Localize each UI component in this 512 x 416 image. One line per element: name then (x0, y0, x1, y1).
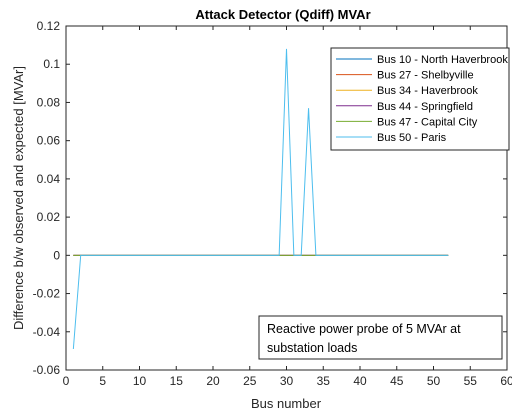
x-tick-label: 55 (464, 374, 478, 388)
series-line-6 (72, 48, 449, 350)
y-tick-label: 0.12 (37, 19, 61, 33)
y-tick-label: 0 (53, 248, 60, 262)
y-tick-label: -0.06 (33, 363, 61, 377)
annotation-line-1: Reactive power probe of 5 MVAr at (267, 322, 461, 336)
y-tick-label: 0.02 (37, 210, 61, 224)
y-tick-label: 0.08 (37, 95, 61, 109)
x-tick-label: 50 (427, 374, 441, 388)
x-tick-label: 5 (99, 374, 106, 388)
annotation-box: Reactive power probe of 5 MVAr at substa… (258, 315, 503, 360)
legend-label: Bus 44 - Springfield (377, 101, 473, 113)
legend-label: Bus 27 - Shelbyville (377, 70, 474, 82)
annotation-line-2: substation loads (267, 341, 357, 355)
legend-label: Bus 47 - Capital City (377, 116, 478, 128)
y-tick-label: -0.04 (33, 325, 61, 339)
x-tick-label: 40 (353, 374, 367, 388)
legend-label: Bus 34 - Haverbrook (377, 85, 478, 97)
x-tick-label: 15 (170, 374, 184, 388)
x-tick-label: 60 (500, 374, 512, 388)
x-tick-label: 30 (280, 374, 294, 388)
y-tick-label: 0.1 (43, 57, 60, 71)
legend-label: Bus 50 - Paris (377, 132, 447, 144)
annotation-frame (258, 315, 503, 360)
y-tick-label: 0.06 (37, 134, 61, 148)
y-axis-label: Difference b/w observed and expected [MV… (11, 66, 26, 330)
x-tick-label: 20 (206, 374, 220, 388)
legend-frame (330, 47, 510, 151)
x-tick-label: 35 (317, 374, 331, 388)
y-axis: -0.06 -0.04 -0.02 0 0.02 0.04 0.06 0.08 0.1 0.12 (33, 19, 507, 377)
x-axis: 0 5 10 15 20 25 30 35 40 45 50 55 60 (63, 26, 512, 388)
legend-label: Bus 10 - North Haverbrook (377, 54, 508, 66)
x-tick-label: 25 (243, 374, 257, 388)
x-axis-label: Bus number (251, 396, 322, 411)
legend: Bus 10 - North Haverbrook Bus 27 - Shelby… (330, 47, 510, 151)
x-tick-label: 0 (63, 374, 70, 388)
x-tick-label: 45 (390, 374, 404, 388)
series-lines (72, 48, 449, 350)
x-tick-label: 10 (133, 374, 147, 388)
chart-title: Attack Detector (Qdiff) MVAr (195, 7, 370, 22)
y-tick-label: -0.02 (33, 287, 61, 301)
y-tick-label: 0.04 (37, 172, 61, 186)
